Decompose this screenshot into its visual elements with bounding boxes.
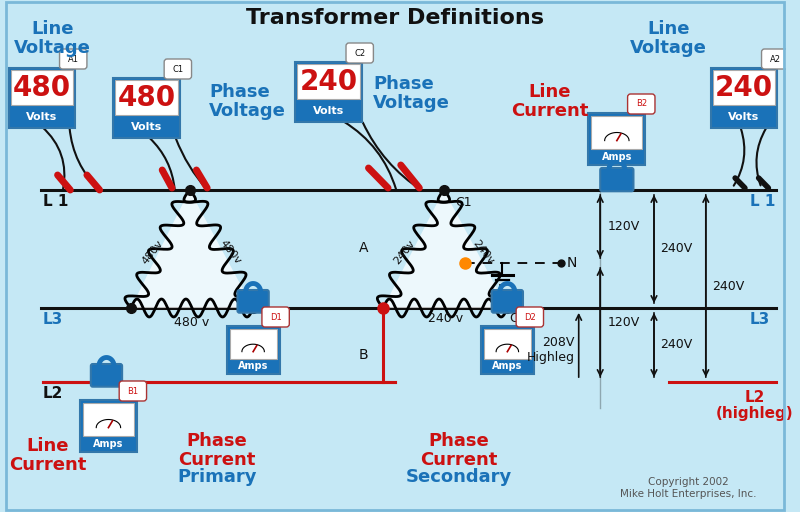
- FancyBboxPatch shape: [262, 307, 290, 327]
- Text: 480: 480: [118, 83, 176, 112]
- Text: 208V
Highleg: 208V Highleg: [527, 336, 575, 364]
- Text: Volts: Volts: [313, 106, 344, 116]
- Text: Secondary: Secondary: [406, 468, 511, 486]
- FancyBboxPatch shape: [481, 326, 534, 374]
- Text: Copyright 2002
Mike Holt Enterprises, Inc.: Copyright 2002 Mike Holt Enterprises, In…: [620, 477, 757, 499]
- Text: Line
Current: Line Current: [510, 83, 588, 120]
- FancyBboxPatch shape: [115, 80, 178, 115]
- Text: C2: C2: [510, 312, 526, 325]
- Text: C1: C1: [172, 65, 183, 74]
- FancyBboxPatch shape: [516, 307, 543, 327]
- FancyBboxPatch shape: [9, 68, 75, 128]
- Text: Amps: Amps: [492, 361, 522, 371]
- Text: L2: L2: [43, 386, 63, 401]
- FancyBboxPatch shape: [91, 364, 122, 387]
- FancyBboxPatch shape: [164, 59, 191, 79]
- FancyBboxPatch shape: [710, 68, 777, 128]
- Text: Phase
Voltage: Phase Voltage: [374, 75, 450, 113]
- Text: 240v: 240v: [392, 238, 417, 266]
- FancyBboxPatch shape: [238, 290, 269, 313]
- Text: Amps: Amps: [94, 439, 124, 449]
- Text: A2: A2: [770, 54, 781, 63]
- FancyBboxPatch shape: [713, 70, 775, 105]
- Text: 240 v: 240 v: [428, 311, 463, 325]
- Text: Line
Current: Line Current: [9, 437, 86, 475]
- FancyBboxPatch shape: [114, 78, 180, 138]
- Text: Amps: Amps: [238, 361, 268, 371]
- FancyBboxPatch shape: [226, 326, 279, 374]
- Text: 480v: 480v: [140, 238, 165, 266]
- FancyBboxPatch shape: [484, 329, 531, 359]
- Text: Volts: Volts: [728, 112, 759, 122]
- Text: Phase
Current: Phase Current: [420, 432, 497, 470]
- Text: Transformer Definitions: Transformer Definitions: [246, 8, 544, 28]
- FancyBboxPatch shape: [591, 116, 642, 149]
- Text: 240V: 240V: [660, 243, 692, 255]
- Text: Line
Voltage: Line Voltage: [630, 20, 707, 57]
- Text: 240v: 240v: [470, 238, 495, 266]
- FancyBboxPatch shape: [80, 400, 137, 452]
- Text: L 1: L 1: [43, 194, 68, 209]
- Text: Phase
Current: Phase Current: [178, 432, 256, 470]
- Text: 240: 240: [299, 68, 358, 96]
- FancyBboxPatch shape: [10, 70, 74, 105]
- Text: 120V: 120V: [608, 316, 640, 329]
- Text: B2: B2: [636, 99, 647, 109]
- Text: L2
(highleg): L2 (highleg): [716, 390, 794, 421]
- Text: L 1: L 1: [750, 194, 775, 209]
- Text: C1: C1: [455, 196, 472, 209]
- Text: D1: D1: [270, 312, 282, 322]
- Text: D2: D2: [524, 312, 536, 322]
- Text: Primary: Primary: [178, 468, 257, 486]
- Text: Amps: Amps: [602, 152, 632, 162]
- FancyBboxPatch shape: [297, 64, 360, 99]
- Text: Volts: Volts: [131, 122, 162, 132]
- FancyBboxPatch shape: [600, 168, 634, 191]
- FancyBboxPatch shape: [295, 62, 362, 122]
- FancyBboxPatch shape: [492, 290, 523, 313]
- Text: A1: A1: [68, 54, 78, 63]
- Text: N: N: [567, 256, 578, 270]
- Text: 480: 480: [13, 74, 71, 101]
- Polygon shape: [383, 190, 507, 308]
- FancyBboxPatch shape: [59, 49, 87, 69]
- Text: 480v: 480v: [218, 238, 243, 266]
- Polygon shape: [131, 190, 253, 308]
- Text: L3: L3: [750, 312, 770, 327]
- Text: B: B: [359, 348, 369, 362]
- Text: B1: B1: [127, 387, 138, 395]
- Text: Line
Voltage: Line Voltage: [14, 20, 91, 57]
- FancyBboxPatch shape: [83, 403, 134, 436]
- FancyBboxPatch shape: [346, 43, 374, 63]
- FancyBboxPatch shape: [762, 49, 789, 69]
- Text: 240: 240: [715, 74, 773, 101]
- Text: L3: L3: [43, 312, 63, 327]
- FancyBboxPatch shape: [230, 329, 277, 359]
- Text: 120V: 120V: [608, 220, 640, 233]
- Text: Phase
Voltage: Phase Voltage: [209, 83, 286, 120]
- FancyBboxPatch shape: [119, 381, 146, 401]
- Text: 480 v: 480 v: [174, 315, 209, 329]
- Text: Volts: Volts: [26, 112, 58, 122]
- Text: A: A: [359, 241, 368, 255]
- Text: C2: C2: [354, 49, 366, 57]
- Text: 240V: 240V: [712, 280, 744, 292]
- Text: 240V: 240V: [660, 338, 692, 352]
- FancyBboxPatch shape: [627, 94, 655, 114]
- FancyBboxPatch shape: [589, 113, 645, 165]
